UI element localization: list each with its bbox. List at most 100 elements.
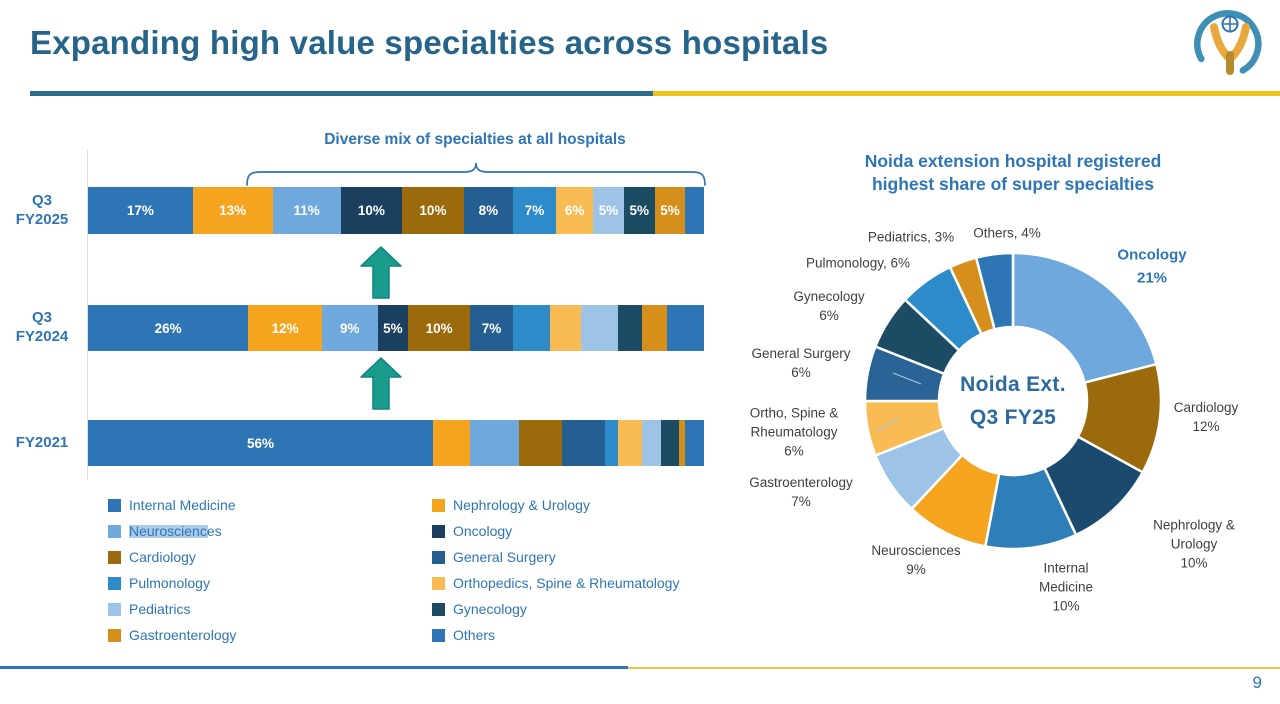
bar-segment: 12% [248,305,323,351]
donut-label-cardiology: Cardiology 12% [1173,400,1239,434]
legend-swatch [108,628,121,642]
legend-item: Cardiology [108,544,236,570]
legend-item: Neurosciences [108,518,236,544]
bar-segment [605,420,618,466]
bar-segment: 9% [322,305,378,351]
bar-segment: 7% [513,187,557,234]
bar-row: 56% [88,420,704,466]
legend-swatch [432,550,445,564]
legend-label: Pulmonology [129,575,210,591]
header-divider [30,91,1280,96]
legend-swatch [108,576,121,590]
donut-label-nephrology_urology: Nephrology & Urology 10% [1153,517,1235,571]
legend-item: Pediatrics [108,596,236,622]
legend-swatch [108,550,121,564]
legend-label: General Surgery [453,549,556,565]
legend-swatch [108,524,121,538]
bar-segment: 8% [463,187,513,234]
legend-item: Others [432,622,679,648]
donut-chart [853,241,1173,561]
yatharth-hospital-logo-icon [1194,10,1262,75]
bar-segment: 17% [88,187,193,234]
donut-label-general_surgery: General Surgery 6% [751,346,851,380]
donut-label-oncology: Oncology 21% [1117,246,1187,287]
donut-chart-title: Noida extension hospital registered high… [864,151,1162,194]
legend-column-right: Nephrology & Urology Oncology General Surg… [432,492,679,648]
bar-category-label: FY2021 [15,433,69,451]
bar-segment [679,420,686,466]
bar-category-label: Q3 FY2025 [15,191,69,228]
legend-swatch [432,524,445,538]
donut-slice-others [974,251,1015,331]
legend-label: Gynecology [453,601,527,617]
header-divider-yellow [652,91,1280,96]
bar-chart-axis-line [87,150,88,480]
bar-segment [617,305,643,351]
legend-column-left: Internal Medicine Neurosciences Cardiology… [108,492,236,648]
footer-divider-yellow [628,666,1280,669]
donut-label-others: Others, 4% [973,225,1041,241]
bar-segment [562,420,606,466]
bar-segment: 6% [556,187,594,234]
bar-segment: 7% [469,305,513,351]
bar-segment [469,420,520,466]
legend-item: Nephrology & Urology [432,492,679,518]
legend-item: Orthopedics, Spine & Rheumatology [432,570,679,596]
donut-label-internal_medicine: Internal Medicine 10% [1038,560,1094,614]
leader-line [892,372,922,385]
legend-item: Pulmonology [108,570,236,596]
bar-segment [666,305,704,351]
bar-segment [519,420,563,466]
bar-row: 17% 13% 11% 10% 10% 8% 7% 6% 5% 5% 5% [88,187,704,234]
bar-segment [432,420,470,466]
bar-segment [549,305,581,351]
legend-label: Orthopedics, Spine & Rheumatology [453,575,680,591]
bar-segment: 13% [192,187,273,234]
footer-divider [0,666,1280,669]
legend-item: Gynecology [432,596,679,622]
legend-label: Pediatrics [129,601,191,617]
bar-segment [642,420,661,466]
bar-segment: 5% [654,187,686,234]
legend-swatch [432,628,445,642]
bar-segment: 5% [377,305,409,351]
brace-icon [246,162,706,186]
legend-swatch [432,498,445,512]
bar-segment: 10% [402,187,464,234]
donut-slice-oncology [1011,251,1158,384]
bar-segment [660,420,680,466]
bar-segment [642,305,667,351]
bar-segment [685,420,704,466]
page-title: Expanding high value specialties across … [30,24,829,61]
bar-segment: 5% [623,187,655,234]
legend-label: Others [453,627,496,643]
legend-label: Gastroenterology [129,627,237,643]
bar-segment: 56% [88,420,433,466]
bar-segment [580,305,618,351]
bar-segment: 26% [88,305,249,351]
legend-item: Oncology [432,518,679,544]
donut-label-gynecology: Gynecology 6% [793,289,865,323]
bar-row: 26% 12% 9% 5% 10% 7% [88,305,704,351]
growth-arrow-up-icon [360,246,402,299]
legend-swatch [432,576,445,590]
legend-label: Nephrology & Urology [453,497,590,513]
donut-label-ortho_spine_rheuma: Ortho, Spine & Rheumatology 6% [749,405,839,459]
legend-label: Neurosciences [129,523,222,539]
bar-segment [513,305,550,351]
bar-segment: 11% [272,187,341,234]
bar-category-label: Q3 FY2024 [15,309,69,345]
bar-segment [617,420,643,466]
bar-segment: 10% [408,305,470,351]
legend-swatch [108,602,121,616]
header-divider-blue [30,91,653,96]
donut-label-neurosciences: Neurosciences 9% [871,543,961,577]
bar-segment [685,187,704,234]
legend-swatch [432,602,445,616]
donut-label-pulmonology: Pulmonology, 6% [805,255,911,271]
footer-divider-blue [0,666,629,669]
leader-line [876,417,900,432]
legend-item: Internal Medicine [108,492,236,518]
stacked-bar-chart: 17% 13% 11% 10% 10% 8% 7% 6% 5% 5% 5% 26% 12% 9% 5% 10%… [88,187,704,467]
